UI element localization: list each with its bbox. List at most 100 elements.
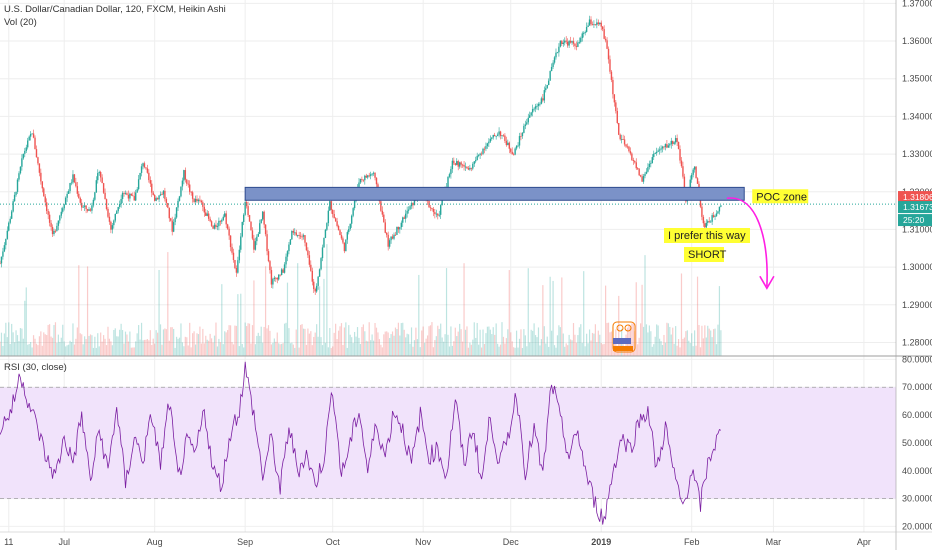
- drawings[interactable]: POC zone I prefer this way SHORT: [664, 189, 809, 290]
- poc-zone[interactable]: [244, 186, 745, 201]
- candle-body: [142, 163, 144, 167]
- volume-legend: Vol (20): [4, 17, 37, 28]
- volume-bar: [62, 324, 64, 356]
- volume-bar: [475, 337, 477, 356]
- candle-body: [628, 146, 630, 152]
- candle-body: [556, 52, 559, 54]
- volume-bar: [708, 328, 710, 356]
- rsi-series-line: [0, 361, 722, 525]
- candle-body: [375, 177, 378, 185]
- candle-body: [228, 228, 230, 236]
- volume-bar: [546, 336, 548, 356]
- candle-body: [596, 22, 598, 26]
- candle-body: [177, 200, 179, 208]
- candle-body: [654, 153, 656, 154]
- short-arrow-path[interactable]: [726, 197, 768, 287]
- volume-bar: [407, 334, 410, 356]
- volume-bar: [555, 347, 557, 356]
- volume-bar: [43, 332, 45, 356]
- candle-body: [534, 106, 537, 109]
- volume-bar: [73, 344, 76, 356]
- candle-body: [518, 136, 521, 146]
- candle-body: [82, 206, 84, 208]
- candle-body: [709, 221, 712, 223]
- volume-bar: [314, 332, 316, 356]
- candle-body: [53, 230, 55, 235]
- volume-bar: [174, 347, 176, 356]
- candle-body: [597, 22, 600, 24]
- candle-body: [383, 214, 385, 223]
- volume-bar: [712, 329, 715, 356]
- candle-body: [155, 198, 157, 201]
- volume-bar: [511, 341, 513, 356]
- annotation-box-1[interactable]: [664, 228, 750, 243]
- volume-bar: [623, 346, 626, 356]
- candle-body: [524, 124, 527, 126]
- candle-body: [549, 71, 551, 81]
- time-axis[interactable]: 11 Jul Aug Sep Oct Nov Dec 2019 Feb Mar Apr: [4, 537, 871, 547]
- candle-body: [404, 213, 407, 219]
- volume-bar: [142, 340, 144, 356]
- volume-bar: [523, 329, 525, 356]
- candle-body: [31, 133, 33, 135]
- candle-body: [410, 203, 413, 207]
- volume-bar: [60, 337, 62, 356]
- poc-label-box[interactable]: [752, 189, 809, 204]
- rsi-tick-label: 60.0000: [902, 410, 932, 420]
- candle-body: [531, 109, 534, 113]
- candle-body: [62, 208, 64, 212]
- candle-body: [550, 66, 553, 72]
- candle-body: [97, 173, 99, 181]
- candle-body: [610, 71, 613, 80]
- candle-body: [663, 146, 665, 148]
- candle-body: [35, 149, 38, 158]
- candle-body: [397, 226, 400, 230]
- candle-body: [158, 195, 160, 200]
- annotation-box-2[interactable]: [684, 247, 724, 262]
- candle-body: [441, 199, 443, 206]
- candle-body: [594, 24, 597, 26]
- volume-bar: [515, 330, 518, 356]
- candle-body: [184, 170, 187, 180]
- dot-icon: [616, 324, 624, 332]
- volume-bar: [368, 322, 370, 356]
- toolbar-widget[interactable]: [612, 321, 636, 353]
- volume-bar: [318, 286, 321, 356]
- volume-bar: [50, 336, 52, 356]
- rsi-axis[interactable]: 20.0000 30.0000 40.0000 50.0000 60.0000 70.00…: [902, 354, 932, 531]
- volume-bar: [654, 336, 656, 356]
- candle-body: [603, 29, 605, 39]
- candle-body: [41, 181, 44, 189]
- candle-body: [584, 31, 586, 34]
- candle-body: [123, 192, 125, 194]
- volume-bar: [120, 323, 122, 356]
- candle-body: [289, 239, 292, 245]
- volume-bar: [308, 333, 310, 356]
- candle-body: [209, 218, 211, 222]
- candle-body: [463, 164, 465, 167]
- volume-bar: [445, 268, 448, 356]
- volume-bar: [281, 343, 283, 356]
- price-badge: [898, 191, 932, 204]
- volume-bar: [244, 322, 246, 356]
- candle-body: [263, 211, 265, 225]
- volume-bar: [642, 326, 645, 356]
- volume-bar: [666, 322, 668, 356]
- candle-body: [95, 180, 98, 193]
- candle-body: [317, 276, 319, 286]
- candle-body: [469, 167, 471, 170]
- volume-bar: [425, 338, 427, 356]
- volume-bar: [685, 331, 687, 356]
- volume-bar: [13, 342, 16, 356]
- short-arrow-head[interactable]: [759, 275, 775, 290]
- candle-body: [197, 199, 200, 202]
- candle-body: [174, 217, 176, 223]
- candle-body: [190, 191, 192, 193]
- volume-bar: [720, 330, 722, 356]
- volume-bar: [157, 332, 159, 356]
- candle-body: [164, 190, 166, 199]
- candle-body: [619, 134, 621, 140]
- time-tick-label: Sep: [237, 537, 253, 547]
- candle-body: [553, 57, 556, 63]
